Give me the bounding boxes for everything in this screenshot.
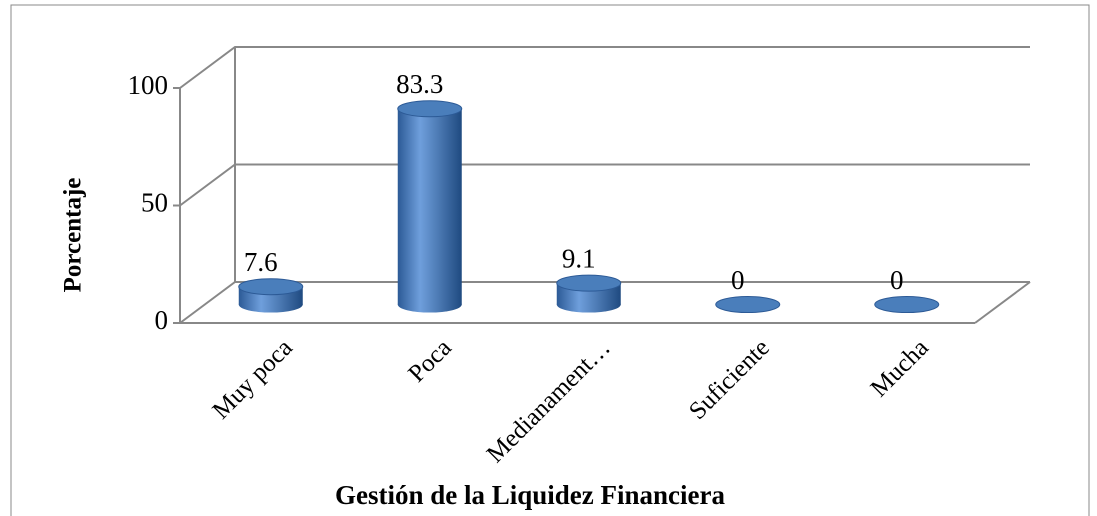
bar — [397, 108, 462, 305]
bar-bottom — [238, 296, 303, 313]
y-axis-label: Porcentaje — [60, 178, 87, 293]
chart-frame — [10, 4, 1090, 516]
value-label: 83.3 — [396, 69, 443, 99]
value-label: 0 — [731, 265, 745, 295]
axis-line — [974, 281, 1031, 324]
value-label: 9.1 — [562, 243, 596, 273]
x-tick-label: Poca — [403, 334, 456, 387]
x-axis-label: Gestión de la Liquidez Financiera — [335, 480, 726, 510]
grid-line — [179, 163, 1030, 207]
bar-top — [238, 278, 304, 296]
value-label: 0 — [890, 265, 904, 295]
grid-line — [179, 281, 1030, 324]
x-tick-label: Muy poca — [208, 334, 298, 424]
x-tick-label: Suficiente — [684, 334, 775, 425]
y-tick-label: 100 — [128, 70, 169, 100]
x-tick-label: Medianament… — [482, 334, 616, 468]
bar-top — [397, 100, 463, 118]
bar-top — [556, 274, 622, 292]
bar-bottom — [397, 296, 462, 313]
bar-top — [874, 296, 940, 314]
x-tick-label: Mucha — [866, 334, 934, 402]
y-tick-label: 50 — [141, 188, 168, 218]
y-tick-label: 0 — [155, 305, 169, 335]
bar-top — [715, 296, 781, 314]
value-label: 7.6 — [244, 247, 278, 277]
bar-bottom — [556, 296, 621, 313]
grid-line — [179, 46, 1030, 89]
